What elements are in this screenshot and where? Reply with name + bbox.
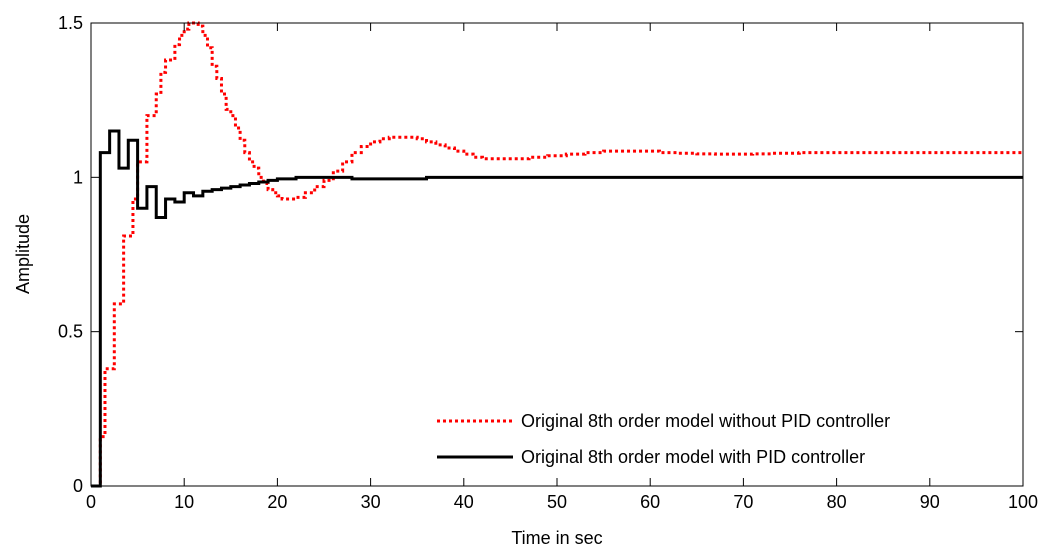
x-tick-label: 40: [454, 492, 474, 512]
y-tick-label: 0.5: [58, 322, 83, 342]
series-line-with-pid: [91, 129, 1023, 488]
legend-label-with-pid: Original 8th order model with PID contro…: [521, 447, 865, 467]
x-tick-label: 0: [86, 492, 96, 512]
series-layer: [91, 21, 1023, 488]
x-axis-title: Time in sec: [511, 528, 602, 548]
x-tick-label: 30: [361, 492, 381, 512]
x-tick-label: 50: [547, 492, 567, 512]
legend-label-without-pid: Original 8th order model without PID con…: [521, 411, 890, 431]
y-tick-label: 0: [73, 476, 83, 496]
legend-box: [424, 400, 1018, 478]
x-tick-label: 100: [1008, 492, 1038, 512]
x-tick-label: 10: [174, 492, 194, 512]
tick-layer: 0 10 20 30 40 50 60 70 80 90 100 0 0.5 1 1.5: [58, 13, 1038, 512]
y-axis-title: Amplitude: [13, 214, 33, 294]
legend: Original 8th order model without PID con…: [424, 400, 1018, 478]
x-tick-label: 90: [920, 492, 940, 512]
series-line-without-pid: [91, 21, 1023, 488]
x-tick-label: 70: [733, 492, 753, 512]
x-tick-label: 80: [827, 492, 847, 512]
x-tick-label: 20: [267, 492, 287, 512]
x-tick-label: 60: [640, 492, 660, 512]
y-tick-label: 1.5: [58, 13, 83, 33]
y-tick-label: 1: [73, 167, 83, 187]
